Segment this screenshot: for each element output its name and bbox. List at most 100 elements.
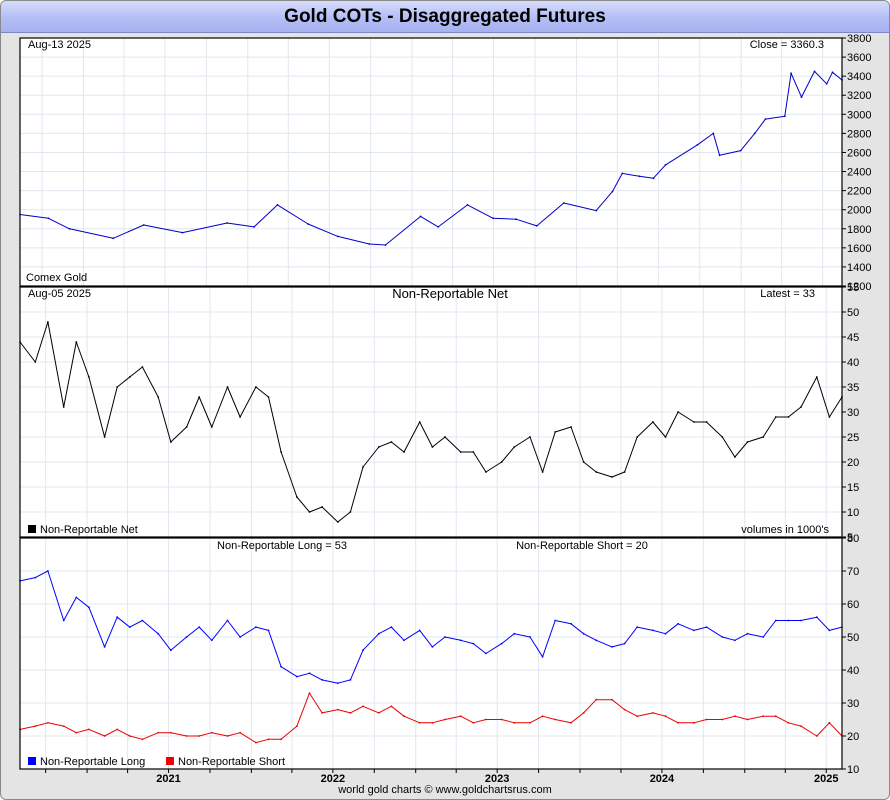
price-ytick-label: 2800 <box>847 128 871 140</box>
x-axis-year-label: 2021 <box>156 773 180 785</box>
price-data-point <box>384 244 387 246</box>
positions-data-point <box>210 731 213 734</box>
short-legend-label: Non-Reportable Short <box>178 756 285 768</box>
positions-data-point <box>296 675 298 678</box>
price-data-point <box>492 217 494 220</box>
positions-data-point <box>141 619 144 622</box>
net-data-point <box>595 471 598 473</box>
price-ytick-label: 2000 <box>847 205 871 217</box>
net-ytick-label: 10 <box>847 507 859 519</box>
positions-ytick-label: 30 <box>847 698 859 710</box>
price-data-point <box>638 175 641 178</box>
positions-data-point <box>296 725 298 727</box>
price-ytick-label: 1800 <box>847 224 871 236</box>
positions-data-point <box>280 738 282 741</box>
net-units-label: volumes in 1000's <box>741 524 829 536</box>
net-data-point <box>226 386 229 388</box>
positions-ytick-label: 10 <box>847 764 859 776</box>
price-data-point <box>813 70 816 73</box>
positions-data-point <box>267 738 270 741</box>
price-ytick-label: 3600 <box>847 52 871 64</box>
short-legend-swatch <box>166 757 174 765</box>
positions-data-point <box>255 626 257 628</box>
positions-data-point <box>390 626 393 628</box>
positions-data-point <box>746 718 749 721</box>
positions-data-point <box>595 698 598 701</box>
net-latest-label: Latest = 33 <box>760 288 815 300</box>
positions-data-point <box>815 735 818 737</box>
net-ytick-label: 5 <box>847 532 853 544</box>
positions-data-point <box>787 721 790 724</box>
price-date-label: Aug-13 2025 <box>28 39 91 51</box>
net-data-point <box>815 376 818 378</box>
positions-data-point <box>762 715 765 718</box>
positions-data-point <box>595 639 598 642</box>
net-data-point <box>734 456 736 458</box>
positions-data-point <box>611 646 613 648</box>
price-ytick-label: 3200 <box>847 90 871 102</box>
net-data-point <box>554 431 557 433</box>
positions-data-point <box>787 619 790 622</box>
positions-data-point <box>485 718 487 721</box>
positions-data-point <box>800 725 802 727</box>
positions-data-point <box>116 616 119 619</box>
price-ytick-label: 1200 <box>847 281 871 293</box>
long-legend-label: Non-Reportable Long <box>40 756 145 768</box>
price-ytick-label: 2200 <box>847 186 871 198</box>
net-data-point <box>472 451 475 453</box>
positions-data-point <box>623 708 626 711</box>
positions-data-point <box>664 715 667 718</box>
net-data-point <box>349 511 352 513</box>
positions-data-point <box>390 705 393 708</box>
positions-data-point <box>34 725 37 727</box>
positions-data-point <box>267 629 270 632</box>
positions-data-point <box>800 619 802 622</box>
price-data-point <box>764 118 767 120</box>
net-data-point <box>34 361 37 363</box>
positions-data-point <box>636 626 639 628</box>
positions-data-point <box>541 715 544 718</box>
positions-data-point <box>88 728 90 731</box>
price-ytick-label: 1400 <box>847 262 871 274</box>
credit-footer: world gold charts © www.goldchartsrus.co… <box>338 784 552 796</box>
price-ytick-label: 3400 <box>847 71 871 83</box>
positions-data-point <box>47 721 49 724</box>
net-data-point <box>280 451 282 453</box>
positions-plot-border <box>19 537 843 770</box>
positions-data-point <box>403 715 405 718</box>
positions-data-point <box>308 692 311 694</box>
net-data-point <box>128 376 131 378</box>
price-data-point <box>112 237 115 240</box>
net-data-point <box>377 446 380 448</box>
net-ytick-label: 55 <box>847 282 859 294</box>
net-data-point <box>721 436 724 438</box>
net-data-point <box>88 376 90 378</box>
price-data-point <box>595 209 598 212</box>
x-axis-year-label: 2022 <box>321 773 345 785</box>
price-plot-area <box>20 38 842 286</box>
x-axis-year-label: 2023 <box>485 773 509 785</box>
net-data-point <box>62 406 65 408</box>
price-data-point <box>142 224 145 226</box>
positions-data-point <box>62 619 65 622</box>
net-data-point <box>705 421 708 423</box>
net-ytick-label: 35 <box>847 382 859 394</box>
positions-data-point <box>116 728 119 731</box>
positions-data-point <box>677 622 679 625</box>
net-data-point <box>267 396 270 398</box>
positions-plot-area <box>20 538 842 769</box>
positions-data-point <box>185 735 188 737</box>
positions-data-point <box>157 632 160 635</box>
positions-data-point <box>664 632 667 635</box>
net-data-point <box>664 436 667 438</box>
price-data-point <box>800 96 803 98</box>
positions-data-point <box>75 731 78 734</box>
net-data-point <box>336 521 339 523</box>
net-data-point <box>459 451 462 453</box>
price-data-point <box>621 172 624 175</box>
net-ytick-label: 50 <box>847 307 859 319</box>
positions-data-point <box>721 718 724 721</box>
positions-data-point <box>128 735 131 737</box>
positions-data-point <box>444 718 446 721</box>
price-data-point <box>336 235 339 238</box>
